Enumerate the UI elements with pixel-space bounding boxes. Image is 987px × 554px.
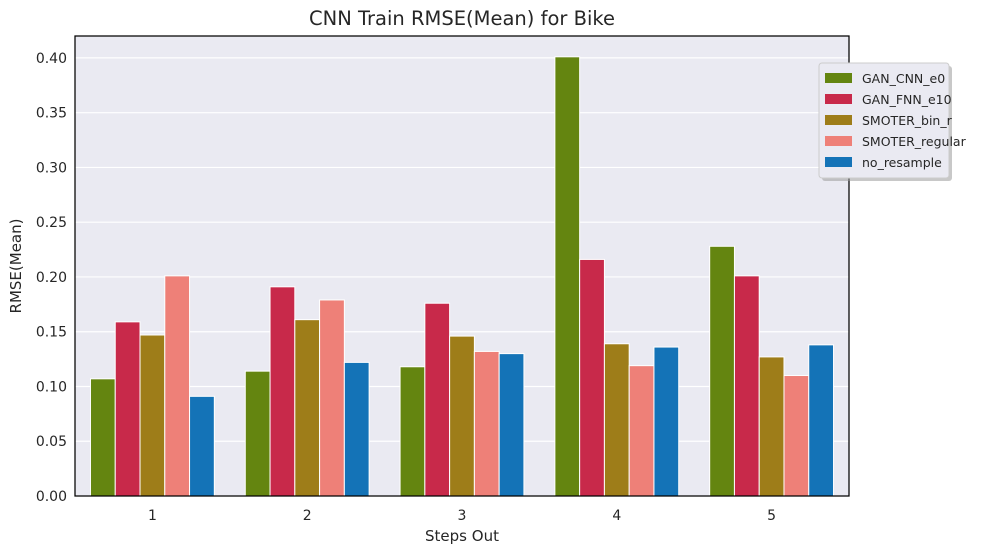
legend-swatch — [825, 136, 852, 146]
bar — [783, 375, 810, 497]
y-tick-label: 0.05 — [36, 434, 67, 450]
legend: GAN_CNN_e0 GAN_FNN_e10 SMOTER_bin_r SMOTER_… — [818, 62, 967, 181]
bar — [808, 344, 835, 497]
x-tick-label: 2 — [303, 508, 312, 524]
y-tick-label: 0.00 — [36, 489, 67, 505]
y-tick-label: 0.10 — [36, 379, 67, 395]
x-tick-label: 4 — [612, 508, 621, 524]
legend-swatch — [825, 73, 852, 83]
y-axis-label: RMSE(Mean) — [7, 219, 25, 314]
bar — [164, 275, 191, 497]
bar — [269, 286, 296, 497]
y-tick-label: 0.30 — [36, 160, 67, 176]
legend-box — [818, 62, 950, 179]
legend-swatch — [825, 94, 852, 104]
x-axis-label: Steps Out — [425, 527, 499, 545]
bars-group — [89, 56, 835, 497]
bar — [579, 258, 605, 497]
bar — [399, 366, 426, 497]
legend-label: GAN_FNN_e10 — [862, 92, 952, 107]
y-axis-ticks: 0.00 0.05 0.10 0.15 0.20 0.25 0.30 0.35 0.40 — [36, 51, 67, 505]
bar — [424, 302, 451, 497]
bar — [628, 365, 655, 497]
bar — [473, 350, 500, 497]
legend-label: GAN_CNN_e0 — [862, 71, 945, 86]
legend-swatch — [825, 157, 852, 167]
bar — [449, 335, 475, 497]
x-tick-label: 3 — [458, 508, 467, 524]
bar — [603, 343, 630, 497]
y-tick-label: 0.25 — [36, 215, 67, 231]
bar — [89, 378, 116, 497]
bar — [139, 334, 166, 497]
plot-frame — [74, 35, 850, 497]
x-tick-label: 5 — [767, 508, 776, 524]
bar — [294, 319, 321, 497]
y-tick-label: 0.20 — [36, 270, 67, 286]
legend-swatch — [825, 115, 852, 125]
bar — [758, 356, 785, 497]
x-axis-ticks: 1 2 3 4 5 — [148, 508, 776, 524]
bar — [653, 346, 680, 497]
y-tick-label: 0.15 — [36, 325, 67, 341]
bar — [498, 353, 525, 497]
bar — [554, 56, 581, 497]
bar — [189, 395, 215, 497]
y-tick-label: 0.35 — [36, 106, 67, 122]
legend-label: no_resample — [862, 155, 942, 170]
chart-title: CNN Train RMSE(Mean) for Bike — [309, 7, 615, 30]
bar — [319, 299, 345, 497]
bar — [343, 361, 370, 497]
bar — [114, 321, 141, 497]
bar — [244, 370, 271, 497]
legend-label: SMOTER_bin_r — [862, 113, 953, 128]
x-tick-label: 1 — [148, 508, 157, 524]
bar — [709, 245, 735, 497]
y-tick-label: 0.40 — [36, 51, 67, 67]
legend-label: SMOTER_regular — [862, 134, 967, 149]
bar — [733, 275, 760, 497]
